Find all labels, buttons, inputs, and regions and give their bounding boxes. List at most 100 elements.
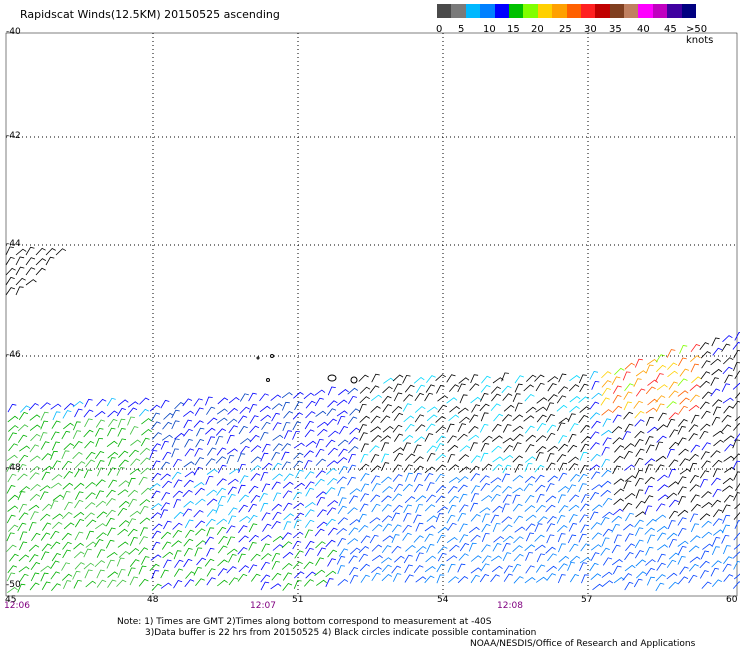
wind-barb [514,383,523,393]
wind-barb [579,383,589,393]
wind-barb [657,484,669,492]
wind-barb [436,534,446,544]
wind-barb [184,448,195,457]
wind-barb [426,452,436,462]
wind-barb [635,559,647,567]
wind-barb [326,408,337,417]
wind-barb [5,287,16,296]
wind-barb [677,378,688,387]
wind-barb [678,357,687,367]
wind-barb [470,396,482,404]
wind-barb [151,490,161,499]
wind-barb [30,572,40,582]
wind-barb [206,489,218,497]
wind-barb [534,544,546,551]
wind-barb [85,459,95,468]
wind-barb [633,578,643,588]
color-swatch [595,4,611,18]
wind-barb [678,405,688,414]
wind-barb [502,524,513,532]
wind-barb [415,495,427,503]
wind-barb [402,403,412,412]
wind-barb [160,440,169,450]
wind-barb [393,433,404,442]
wind-barb [359,503,369,512]
wind-barb [534,534,545,542]
wind-barb [130,458,141,466]
wind-barb [655,373,664,382]
wind-barb [227,478,239,485]
wind-barb [622,573,633,581]
wind-barb [589,412,600,420]
wind-barb [614,445,625,453]
wind-barb [359,463,370,471]
wind-barb [163,559,172,569]
wind-barb [415,576,427,583]
wind-barb [492,543,502,552]
wind-barb [127,489,139,497]
wind-barb [106,440,118,448]
wind-barb [623,450,633,460]
wind-barb [336,476,347,484]
wind-barb [139,505,149,515]
wind-barb [250,495,261,503]
wind-barb [568,456,579,464]
wind-barb [370,415,381,424]
wind-barb [435,374,446,381]
wind-barb [217,559,228,567]
wind-barb [711,579,722,587]
wind-barb [425,384,435,393]
wind-barb [25,257,36,266]
wind-barb [74,562,85,570]
wind-barb [677,476,687,485]
wind-barb [580,443,590,453]
wind-barb [589,464,601,471]
wind-barb [62,549,71,559]
wind-barb [83,562,95,570]
wind-barb [569,555,581,563]
wind-barb [141,428,152,436]
wind-barb [6,454,18,461]
wind-barb [591,392,603,400]
wind-barb [347,507,358,515]
wind-barb [722,335,733,343]
wind-barb [689,556,701,563]
wind-barb [85,580,97,588]
wind-barb [171,420,180,430]
wind-barb [29,582,40,591]
wind-barb [711,368,723,376]
wind-barb [227,407,238,415]
wind-barb [525,444,535,453]
wind-barb [677,426,686,435]
wind-barb [457,433,468,441]
wind-barb [171,448,179,458]
wind-barb [359,396,370,404]
wind-barb [446,374,456,383]
wind-barb [317,547,326,557]
wind-barb [336,410,348,417]
wind-barb [305,487,315,497]
scale-label-30: 30 [584,24,597,35]
wind-barb [590,453,601,462]
wind-barb [359,432,368,441]
wind-barb [535,564,546,573]
wind-barb [547,376,559,383]
wind-barb [381,564,392,573]
wind-barb [96,579,107,588]
wind-barb [668,510,679,519]
wind-barb [380,415,391,423]
wind-barb [107,427,116,437]
wind-barb [394,555,405,563]
wind-barb [293,442,305,449]
wind-barb [721,383,731,392]
wind-barb [437,546,448,554]
wind-barb [424,533,434,542]
wind-barb [702,543,713,550]
wind-barb [347,416,358,425]
wind-barb [470,374,479,384]
wind-barb [370,494,381,503]
wind-barb [625,512,634,522]
wind-barb [623,391,633,400]
wind-barb [304,481,315,490]
wind-barb [9,553,19,562]
